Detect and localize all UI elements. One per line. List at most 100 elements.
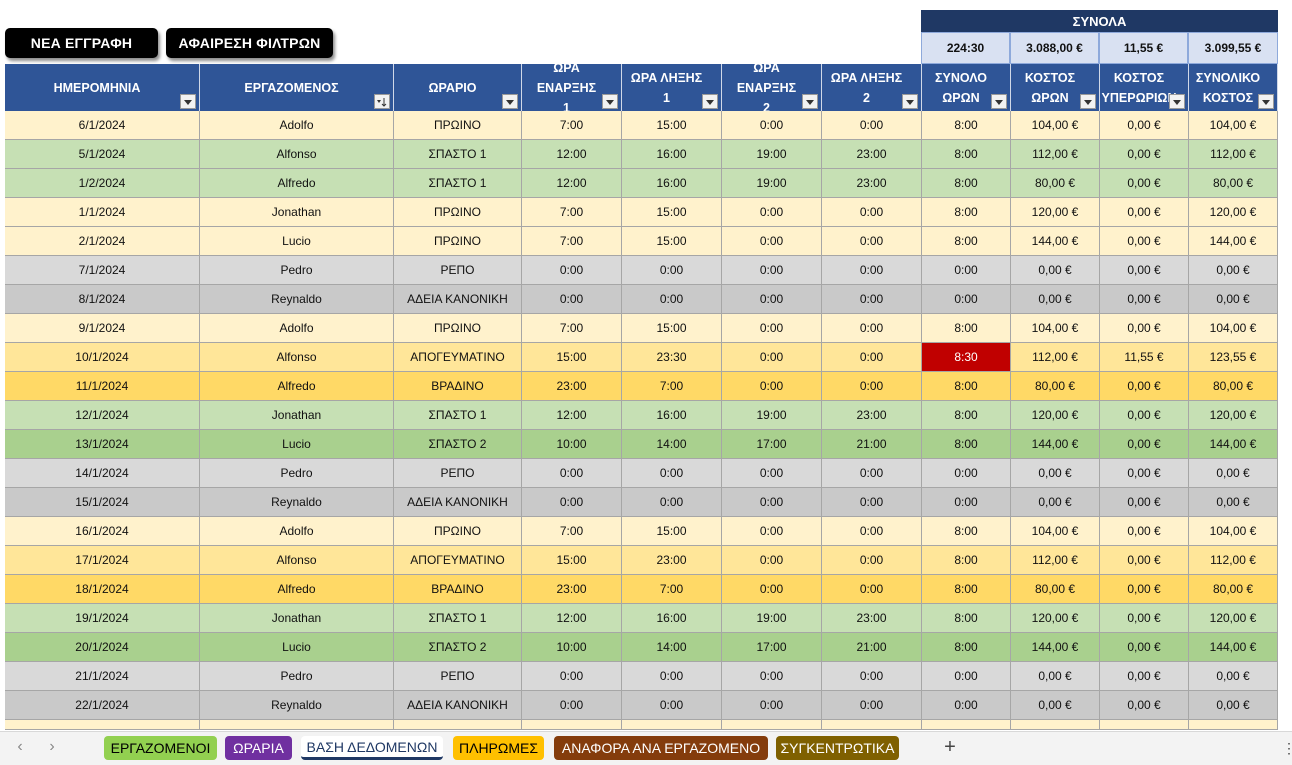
- cell-schedule[interactable]: ΑΠΟΓΕΥΜΑΤΙΝΟ: [394, 343, 522, 372]
- cell-start-2[interactable]: 19:00: [722, 401, 822, 430]
- cell-empty[interactable]: [1189, 720, 1278, 730]
- cell-overtime-cost[interactable]: 0,00 €: [1100, 517, 1189, 546]
- cell-start-1[interactable]: 7:00: [522, 198, 622, 227]
- cell-total-hours[interactable]: 8:00: [922, 604, 1011, 633]
- cell-total-hours[interactable]: 8:00: [922, 517, 1011, 546]
- cell-start-1[interactable]: 0:00: [522, 459, 622, 488]
- cell-total-cost[interactable]: 0,00 €: [1189, 662, 1278, 691]
- cell-hours-cost[interactable]: 120,00 €: [1011, 198, 1100, 227]
- cell-date[interactable]: 6/1/2024: [5, 111, 200, 140]
- cell-end-2[interactable]: 0:00: [822, 285, 922, 314]
- cell-overtime-cost[interactable]: 0,00 €: [1100, 372, 1189, 401]
- cell-start-1[interactable]: 12:00: [522, 169, 622, 198]
- cell-hours-cost[interactable]: 112,00 €: [1011, 140, 1100, 169]
- filter-dropdown-icon[interactable]: [602, 94, 618, 109]
- filter-dropdown-icon[interactable]: [991, 94, 1007, 109]
- cell-start-2[interactable]: 0:00: [722, 662, 822, 691]
- cell-total-hours[interactable]: 8:00: [922, 575, 1011, 604]
- cell-end-1[interactable]: 16:00: [622, 401, 722, 430]
- cell-total-hours[interactable]: 8:00: [922, 169, 1011, 198]
- cell-start-2[interactable]: 0:00: [722, 343, 822, 372]
- cell-end-1[interactable]: 23:00: [622, 546, 722, 575]
- cell-schedule[interactable]: ΠΡΩΙΝΟ: [394, 314, 522, 343]
- cell-total-cost[interactable]: 123,55 €: [1189, 343, 1278, 372]
- cell-start-1[interactable]: 12:00: [522, 401, 622, 430]
- cell-overtime-cost[interactable]: 11,55 €: [1100, 343, 1189, 372]
- cell-start-2[interactable]: 0:00: [722, 691, 822, 720]
- cell-end-1[interactable]: 15:00: [622, 227, 722, 256]
- cell-employee[interactable]: Reynaldo: [200, 285, 394, 314]
- filter-dropdown-icon[interactable]: [1080, 94, 1096, 109]
- cell-overtime-cost[interactable]: 0,00 €: [1100, 198, 1189, 227]
- cell-overtime-cost[interactable]: 0,00 €: [1100, 256, 1189, 285]
- filter-dropdown-icon[interactable]: [1258, 94, 1274, 109]
- filter-dropdown-icon[interactable]: [1169, 94, 1185, 109]
- cell-hours-cost[interactable]: 144,00 €: [1011, 227, 1100, 256]
- cell-hours-cost[interactable]: 120,00 €: [1011, 401, 1100, 430]
- cell-total-hours[interactable]: 0:00: [922, 662, 1011, 691]
- cell-hours-cost[interactable]: 0,00 €: [1011, 662, 1100, 691]
- cell-empty[interactable]: [522, 720, 622, 730]
- cell-total-cost[interactable]: 112,00 €: [1189, 546, 1278, 575]
- cell-start-1[interactable]: 7:00: [522, 517, 622, 546]
- cell-employee[interactable]: Pedro: [200, 662, 394, 691]
- cell-start-1[interactable]: 10:00: [522, 633, 622, 662]
- sheet-tab[interactable]: ΒΑΣΗ ΔΕΔΟΜΕΝΩΝ: [301, 736, 443, 760]
- cell-start-1[interactable]: 0:00: [522, 488, 622, 517]
- cell-schedule[interactable]: ΑΔΕΙΑ ΚΑΝΟΝΙΚΗ: [394, 285, 522, 314]
- cell-start-2[interactable]: 0:00: [722, 488, 822, 517]
- cell-schedule[interactable]: ΣΠΑΣΤΟ 1: [394, 140, 522, 169]
- cell-end-2[interactable]: 0:00: [822, 488, 922, 517]
- cell-hours-cost[interactable]: 0,00 €: [1011, 488, 1100, 517]
- cell-schedule[interactable]: ΣΠΑΣΤΟ 1: [394, 401, 522, 430]
- cell-start-1[interactable]: 7:00: [522, 227, 622, 256]
- cell-date[interactable]: 8/1/2024: [5, 285, 200, 314]
- cell-date[interactable]: 13/1/2024: [5, 430, 200, 459]
- cell-employee[interactable]: Adolfo: [200, 517, 394, 546]
- cell-total-hours[interactable]: 8:00: [922, 198, 1011, 227]
- cell-overtime-cost[interactable]: 0,00 €: [1100, 285, 1189, 314]
- cell-start-1[interactable]: 7:00: [522, 314, 622, 343]
- cell-end-2[interactable]: 23:00: [822, 401, 922, 430]
- cell-schedule[interactable]: ΣΠΑΣΤΟ 1: [394, 169, 522, 198]
- cell-date[interactable]: 18/1/2024: [5, 575, 200, 604]
- cell-hours-cost[interactable]: 144,00 €: [1011, 430, 1100, 459]
- cell-employee[interactable]: Alfonso: [200, 343, 394, 372]
- cell-start-1[interactable]: 15:00: [522, 546, 622, 575]
- cell-end-2[interactable]: 0:00: [822, 372, 922, 401]
- cell-total-cost[interactable]: 80,00 €: [1189, 372, 1278, 401]
- sheet-tab[interactable]: ΑΝΑΦΟΡΑ ΑΝΑ ΕΡΓΑΖΟΜΕΝΟ: [554, 736, 768, 760]
- cell-employee[interactable]: Adolfo: [200, 111, 394, 140]
- cell-total-hours[interactable]: 8:30: [922, 343, 1011, 372]
- more-options-icon[interactable]: ⋮: [1282, 740, 1292, 756]
- cell-schedule[interactable]: ΡΕΠΟ: [394, 459, 522, 488]
- cell-schedule[interactable]: ΠΡΩΙΝΟ: [394, 517, 522, 546]
- cell-end-1[interactable]: 14:00: [622, 430, 722, 459]
- cell-total-hours[interactable]: 8:00: [922, 314, 1011, 343]
- cell-end-2[interactable]: 0:00: [822, 575, 922, 604]
- cell-empty[interactable]: [5, 720, 200, 730]
- cell-end-1[interactable]: 15:00: [622, 111, 722, 140]
- cell-hours-cost[interactable]: 0,00 €: [1011, 256, 1100, 285]
- cell-hours-cost[interactable]: 112,00 €: [1011, 343, 1100, 372]
- cell-end-1[interactable]: 15:00: [622, 517, 722, 546]
- cell-start-1[interactable]: 0:00: [522, 662, 622, 691]
- cell-start-2[interactable]: 0:00: [722, 198, 822, 227]
- new-entry-button[interactable]: ΝΕΑ ΕΓΓΡΑΦΗ: [5, 28, 158, 58]
- cell-end-1[interactable]: 0:00: [622, 459, 722, 488]
- cell-overtime-cost[interactable]: 0,00 €: [1100, 140, 1189, 169]
- cell-total-cost[interactable]: 0,00 €: [1189, 691, 1278, 720]
- filter-dropdown-icon[interactable]: [180, 94, 196, 109]
- cell-employee[interactable]: Alfredo: [200, 372, 394, 401]
- cell-end-2[interactable]: 0:00: [822, 314, 922, 343]
- cell-total-cost[interactable]: 0,00 €: [1189, 488, 1278, 517]
- cell-start-2[interactable]: 0:00: [722, 227, 822, 256]
- cell-start-1[interactable]: 10:00: [522, 430, 622, 459]
- cell-end-2[interactable]: 21:00: [822, 633, 922, 662]
- cell-employee[interactable]: Reynaldo: [200, 691, 394, 720]
- cell-total-cost[interactable]: 104,00 €: [1189, 517, 1278, 546]
- cell-end-1[interactable]: 15:00: [622, 198, 722, 227]
- cell-start-2[interactable]: 0:00: [722, 256, 822, 285]
- cell-start-1[interactable]: 7:00: [522, 111, 622, 140]
- cell-schedule[interactable]: ΑΔΕΙΑ ΚΑΝΟΝΙΚΗ: [394, 488, 522, 517]
